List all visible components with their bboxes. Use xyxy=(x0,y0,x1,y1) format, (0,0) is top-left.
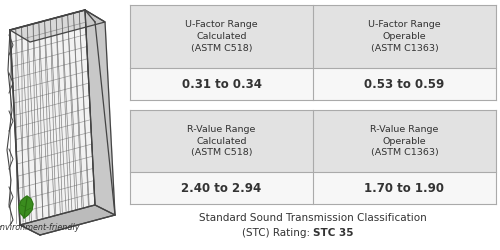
Polygon shape xyxy=(20,205,115,235)
Polygon shape xyxy=(10,10,105,42)
Text: 0.31 to 0.34: 0.31 to 0.34 xyxy=(182,78,262,90)
Polygon shape xyxy=(10,10,95,225)
Text: Standard Sound Transmission Classification: Standard Sound Transmission Classificati… xyxy=(199,213,427,223)
FancyBboxPatch shape xyxy=(313,110,496,172)
FancyBboxPatch shape xyxy=(130,110,313,172)
FancyBboxPatch shape xyxy=(313,172,496,204)
Text: U-Factor Range
Operable
(ASTM C1363): U-Factor Range Operable (ASTM C1363) xyxy=(368,20,441,53)
Text: U-Factor Range
Calculated
(ASTM C518): U-Factor Range Calculated (ASTM C518) xyxy=(185,20,258,53)
Text: 0.53 to 0.59: 0.53 to 0.59 xyxy=(364,78,444,90)
Text: R-Value Range
Calculated
(ASTM C518): R-Value Range Calculated (ASTM C518) xyxy=(188,125,256,157)
FancyBboxPatch shape xyxy=(313,5,496,68)
FancyBboxPatch shape xyxy=(313,68,496,100)
Polygon shape xyxy=(19,196,33,218)
Text: R-Value Range
Operable
(ASTM C1363): R-Value Range Operable (ASTM C1363) xyxy=(370,125,438,157)
Text: environment-friendly: environment-friendly xyxy=(0,223,80,232)
Text: 1.70 to 1.90: 1.70 to 1.90 xyxy=(364,182,444,194)
FancyBboxPatch shape xyxy=(130,5,313,68)
FancyBboxPatch shape xyxy=(130,68,313,100)
Text: STC 35: STC 35 xyxy=(313,228,354,238)
Polygon shape xyxy=(85,10,115,215)
Text: (STC) Rating:: (STC) Rating: xyxy=(242,228,313,238)
Text: 2.40 to 2.94: 2.40 to 2.94 xyxy=(182,182,262,194)
FancyBboxPatch shape xyxy=(130,172,313,204)
